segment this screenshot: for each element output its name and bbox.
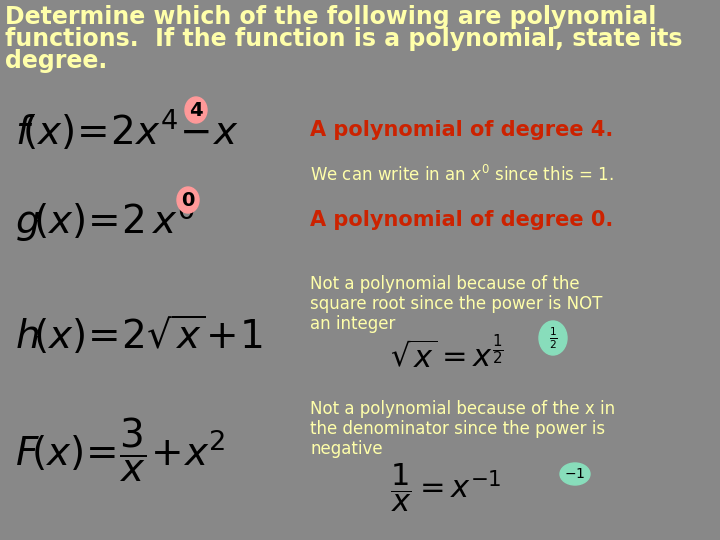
Text: the denominator since the power is: the denominator since the power is xyxy=(310,420,605,438)
Text: $\dfrac{1}{x}=x^{-1}$: $\dfrac{1}{x}=x^{-1}$ xyxy=(390,462,502,514)
Text: A polynomial of degree 0.: A polynomial of degree 0. xyxy=(310,210,613,230)
Text: functions.  If the function is a polynomial, state its: functions. If the function is a polynomi… xyxy=(5,27,683,51)
Text: negative: negative xyxy=(310,440,382,458)
Text: We can write in an $x^0$ since this = 1.: We can write in an $x^0$ since this = 1. xyxy=(310,165,614,185)
Text: $g\!\left(x\right)\!=\!2\,x^0$: $g\!\left(x\right)\!=\!2\,x^0$ xyxy=(15,196,195,244)
Ellipse shape xyxy=(185,97,207,123)
Text: A polynomial of degree 4.: A polynomial of degree 4. xyxy=(310,120,613,140)
Text: Not a polynomial because of the x in: Not a polynomial because of the x in xyxy=(310,400,615,418)
Text: $h\!\left(x\right)\!=\!2\sqrt{x}\!+\!1$: $h\!\left(x\right)\!=\!2\sqrt{x}\!+\!1$ xyxy=(15,313,262,356)
Text: $\frac{1}{2}$: $\frac{1}{2}$ xyxy=(549,325,557,351)
Ellipse shape xyxy=(177,187,199,213)
Text: degree.: degree. xyxy=(5,49,107,73)
Text: square root since the power is NOT: square root since the power is NOT xyxy=(310,295,603,313)
Ellipse shape xyxy=(560,463,590,485)
Text: 0: 0 xyxy=(181,191,194,210)
Text: $-1$: $-1$ xyxy=(564,467,585,481)
Text: Not a polynomial because of the: Not a polynomial because of the xyxy=(310,275,580,293)
Text: an integer: an integer xyxy=(310,315,395,333)
Ellipse shape xyxy=(539,321,567,355)
Text: $F\!\left(x\right)\!=\!\dfrac{3}{x}\!+\!x^2$: $F\!\left(x\right)\!=\!\dfrac{3}{x}\!+\!… xyxy=(15,416,225,484)
Text: Determine which of the following are polynomial: Determine which of the following are pol… xyxy=(5,5,657,29)
Text: 4: 4 xyxy=(189,100,203,119)
Text: $\sqrt{x}=x^{\frac{1}{2}}$: $\sqrt{x}=x^{\frac{1}{2}}$ xyxy=(390,336,503,374)
Text: $f\!\left(x\right)\!=\!2x^4\!-\!x$: $f\!\left(x\right)\!=\!2x^4\!-\!x$ xyxy=(15,108,239,152)
